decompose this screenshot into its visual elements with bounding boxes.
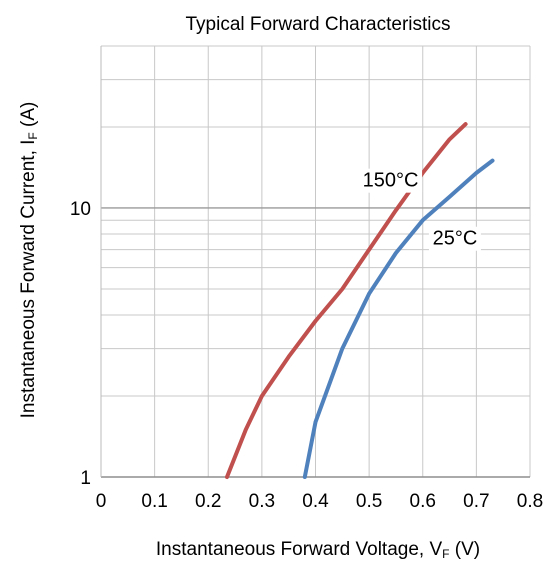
y-axis-label-sub: F [26,132,40,139]
plot-frame [100,46,530,478]
x-tick-label: 0.3 [249,491,275,512]
y-axis-label: Instantaneous Forward Current, IF (A) [18,102,40,419]
x-tick-label: 0.1 [141,491,167,512]
y-axis-label-unit: (A) [18,102,39,133]
annotations: 150°C 25°C [359,168,481,251]
annotation-background [359,168,423,193]
x-tick-labels: 0 0.1 0.2 0.3 0.4 0.5 0.6 0.7 0.8 [96,491,544,512]
x-axis-label-unit: (V) [449,539,480,560]
annotation-background [428,226,481,251]
x-tick-label: 0.7 [463,491,489,512]
y-tick-labels: 1 10 [70,199,91,489]
annotation-label: 150°C [363,170,419,192]
series-line-25c [302,158,495,479]
x-tick-label: 0.8 [517,491,543,512]
grid-lines [100,45,531,478]
x-tick-label: 0 [96,491,107,512]
x-tick-label: 0.5 [356,491,382,512]
x-axis-label-main: Instantaneous Forward Voltage, V [156,539,443,560]
y-tick-label: 10 [70,199,91,220]
x-axis-label: Instantaneous Forward Voltage, VF (V) [156,539,480,561]
x-tick-label: 0.2 [195,491,221,512]
x-axis-label-sub: F [442,547,449,561]
chart-title: Typical Forward Characteristics [185,14,450,35]
x-tick-label: 0.6 [410,491,436,512]
annotation-label: 25°C [433,228,478,250]
x-tick-label: 0.4 [302,491,329,512]
y-tick-label: 1 [80,468,91,489]
y-axis-label-main: Instantaneous Forward Current, I [18,140,39,419]
series-lines [225,122,495,479]
series-line-150c [225,122,468,479]
